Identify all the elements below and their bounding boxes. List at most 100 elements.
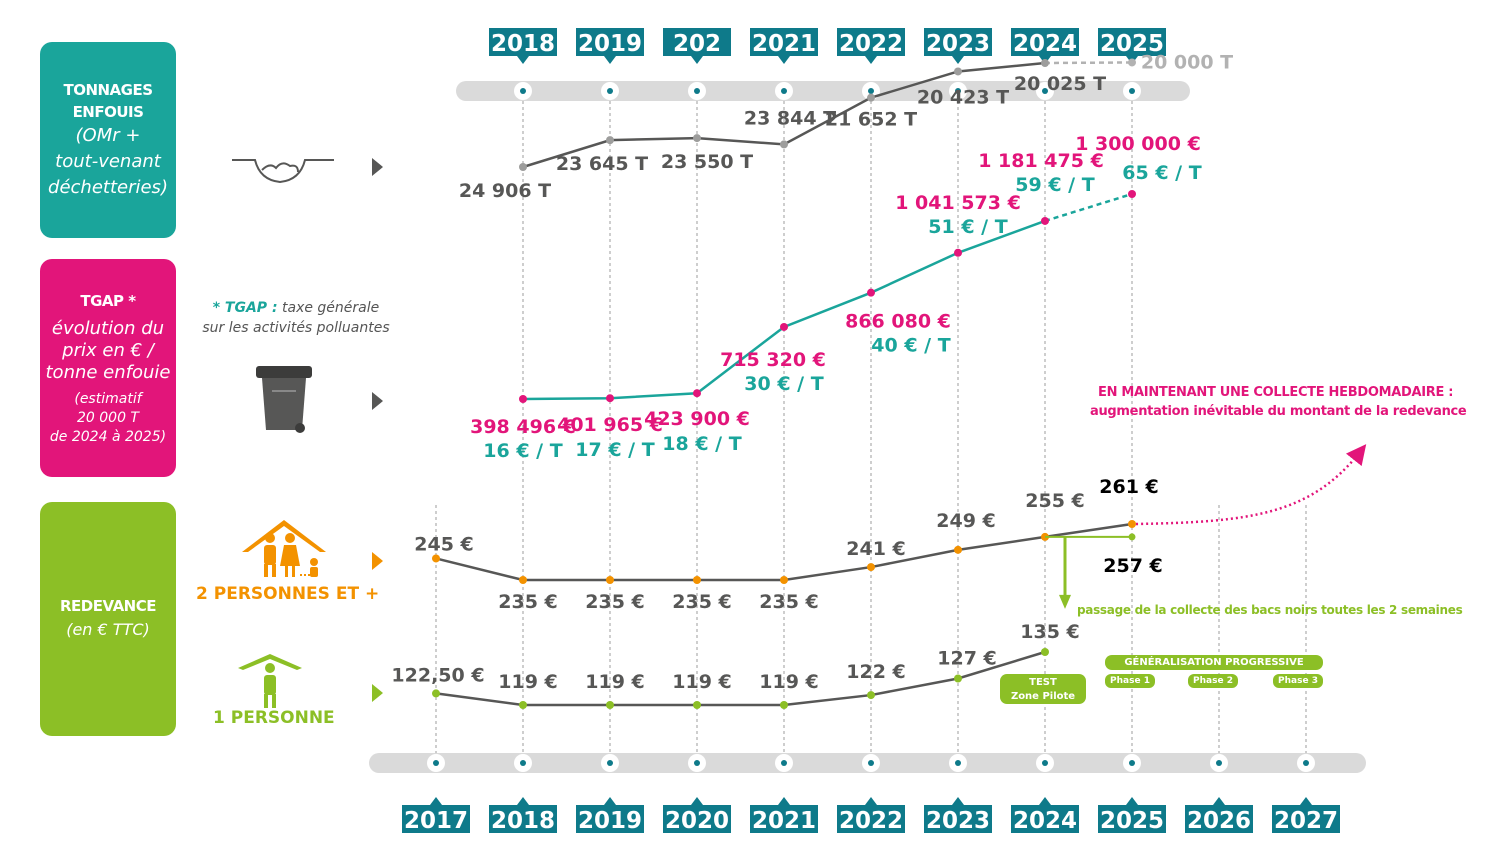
tonnages-point-2020 [693, 134, 701, 143]
panel-redevance-title: REDEVANCE [59, 597, 157, 615]
test-zone-line-2: Zone Pilote [1010, 691, 1076, 702]
tgap-definition-text-2: sur les activités polluantes [202, 320, 390, 336]
redevance-1-point-2024 [1041, 648, 1049, 656]
bottom-timeline-dot-2018 [520, 760, 526, 766]
redevance-2plus-label-2021: 235 € [759, 591, 819, 613]
redevance-1-label-2024: 135 € [1020, 621, 1080, 643]
bottom-year-badge-2019 [576, 797, 644, 833]
tgap-amount-label-2019: 401 965 € [557, 414, 663, 436]
tonnages-point-2022 [867, 93, 875, 102]
arrow-2plus-icon [372, 552, 383, 570]
tgap-rate-label-2021: 30 € / T [744, 373, 823, 395]
bottom-timeline-dot-2025 [1129, 760, 1135, 766]
panel-tgap-note-1: (estimatif [74, 390, 142, 407]
bottom-year-label-2017: 2017 [404, 808, 468, 834]
tgap-point-2021 [780, 322, 788, 331]
redevance-2plus-point-2021 [780, 576, 788, 584]
redevance-biweekly-label: 257 € [1103, 555, 1163, 577]
panel-redevance-subtitle: (en € TTC) [66, 620, 150, 639]
top-year-badge-2021 [750, 28, 818, 64]
bottom-year-label-2024: 2024 [1013, 808, 1077, 834]
bottom-year-badge-2017 [402, 797, 470, 833]
redevance-2plus-label-2017: 245 € [414, 533, 474, 555]
redevance-2plus-point-2018 [519, 576, 527, 584]
top-timeline-dot-2018 [520, 88, 526, 94]
panel-redevance: REDEVANCE (en € TTC) [40, 502, 176, 736]
top-year-badge-2023 [924, 28, 992, 64]
panel-tgap-note-3: de 2024 à 2025) [49, 428, 167, 445]
panel-tgap-subtitle-2: prix en € / [62, 339, 154, 361]
tgap-rate-label-2019: 17 € / T [575, 439, 654, 461]
bottom-year-badge-2021 [750, 797, 818, 833]
bottom-year-badge-2024 [1011, 797, 1079, 833]
tgap-amount-label-2023: 1 041 573 € [895, 192, 1021, 214]
tonnages-label-2018: 24 906 T [459, 180, 551, 202]
bottom-timeline-dot-2023 [955, 760, 961, 766]
redevance-1-point-2022 [867, 691, 875, 700]
tonnages-point-2024 [1041, 59, 1049, 67]
bottom-year-badge-2025 [1098, 797, 1166, 833]
weekly-collection-title: EN MAINTENANT UNE COLLECTE HEBDOMADAIRE … [1098, 385, 1454, 400]
redevance-2plus-point-2023 [954, 545, 962, 554]
redevance-1-label-2020: 119 € [672, 671, 732, 693]
tonnages-point-2021 [780, 140, 788, 149]
icons [232, 158, 383, 708]
redevance-1-label-2021: 119 € [759, 671, 819, 693]
bottom-timeline-dot-2017 [433, 760, 439, 766]
tonnages-label-2023: 20 423 T [917, 86, 1009, 108]
top-timeline-dot-2019 [607, 88, 613, 94]
redevance-2plus-label-2024: 255 € [1025, 490, 1085, 512]
top-year-badge-2025 [1098, 28, 1166, 64]
test-zone-line-1: TEST [1029, 677, 1057, 688]
redevance-1-label-2018: 119 € [498, 671, 558, 693]
phase-2-badge: Phase 2 [1188, 674, 1238, 688]
top-year-badge-2022 [837, 28, 905, 64]
bottom-year-label-2026: 2026 [1187, 808, 1251, 834]
family-house-icon [242, 520, 326, 577]
redevance-2plus-point-2025-weekly [1128, 520, 1136, 528]
redevance-2plus-label-2019: 235 € [585, 591, 645, 613]
top-timeline-dot-2021 [781, 88, 787, 94]
redevance-1-line [435, 650, 1046, 707]
redevance-2plus-label-2020: 235 € [672, 591, 732, 613]
bottom-year-label-2018: 2018 [491, 808, 555, 834]
redevance-1-point-2019 [606, 701, 614, 709]
bottom-year-label-2025: 2025 [1100, 808, 1164, 834]
bottom-year-badge-2018 [489, 797, 557, 833]
top-year-label-2018: 2018 [491, 31, 555, 57]
tonnages-label-2019: 23 645 T [556, 153, 648, 175]
redevance-1-point-2017 [432, 689, 440, 698]
tgap-rate-label-2022: 40 € / T [871, 335, 950, 357]
redevance-1-label-2019: 119 € [585, 671, 645, 693]
tgap-amount-label-2022: 866 080 € [845, 311, 951, 333]
top-timeline-dot-2022 [868, 88, 874, 94]
redevance-2plus-point-2022 [867, 563, 875, 572]
top-year-label-2019: 2019 [578, 31, 642, 57]
tonnages-label-2024: 20 025 T [1014, 73, 1106, 95]
weekly-increase-arrow [1135, 444, 1367, 526]
tgap-rate-label-2024: 59 € / T [1015, 174, 1094, 196]
bottom-year-badge-2027 [1272, 797, 1340, 833]
bottom-timeline-dot-2021 [781, 760, 787, 766]
tgap-definition-note: * TGAP : taxe générale sur les activités… [196, 298, 396, 338]
top-year-label-2024: 2024 [1013, 31, 1077, 57]
bottom-year-label-2019: 2019 [578, 808, 642, 834]
bottom-year-label-2021: 2021 [752, 808, 816, 834]
tgap-point-2020 [693, 389, 701, 398]
arrow-tgap-icon [372, 392, 383, 410]
tonnages-label-2022: 21 652 T [825, 109, 917, 131]
top-year-label-2020: 202 [673, 31, 721, 57]
tonnages-label-2021: 23 844 T [744, 107, 836, 129]
tonnages-point-2025 [1128, 58, 1136, 67]
top-year-badge-2019 [576, 28, 644, 64]
panel-tonnages: TONNAGES ENFOUIS (OMr + tout-venant déch… [40, 42, 176, 238]
tgap-point-2024 [1041, 216, 1049, 225]
redevance-2plus-weekly-label: 261 € [1099, 476, 1159, 498]
redevance-biweekly-point-2025 [1128, 533, 1136, 541]
phase-3-badge: Phase 3 [1273, 674, 1323, 688]
panel-tgap-title: TGAP * [80, 291, 136, 310]
panel-tonnages-subtitle-2: tout-venant [55, 151, 161, 172]
tonnages-label-2025: 20 000 T [1141, 51, 1233, 73]
bottom-year-badge-2022 [837, 797, 905, 833]
